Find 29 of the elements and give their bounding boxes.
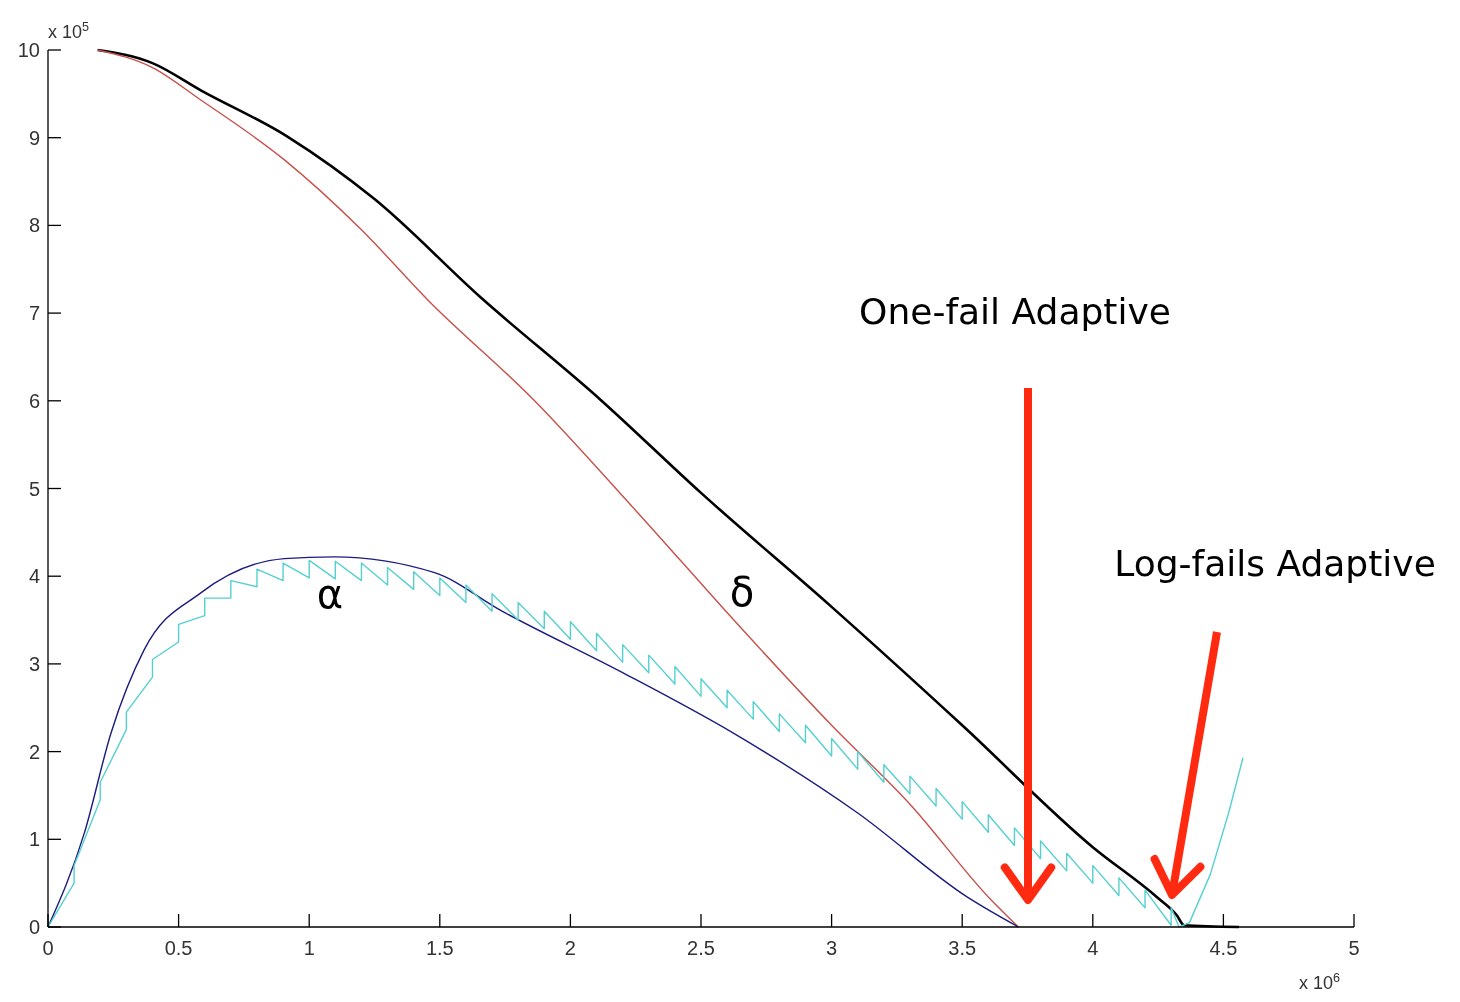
text: x 10$^{6}$: [1299, 971, 1341, 993]
text: x 10$^{5}$: [48, 20, 90, 42]
y-tick-label: 6: [28, 389, 40, 412]
y-tick-label: 0: [28, 916, 40, 938]
x-tick-label: 1.5: [425, 937, 454, 959]
x-tick-label: 5: [1348, 937, 1360, 959]
annotation: One-fail Adaptive: [859, 291, 1171, 332]
y-tick-label: 7: [28, 302, 40, 325]
line-series: [47, 556, 1020, 928]
x-tick-label: 1: [303, 937, 315, 959]
y-tick-label: 1: [28, 828, 40, 851]
annotation: α: [316, 571, 344, 617]
x-tick-label: 0.5: [164, 937, 193, 959]
annotation: Log-fails Adaptive: [1114, 543, 1436, 584]
y-tick-label: 8: [28, 214, 40, 237]
x-tick-label: 2: [564, 937, 576, 959]
x-tick-label: 4.5: [1209, 937, 1238, 959]
y-tick-label: 4: [28, 565, 40, 588]
x-tick-label: 2.5: [687, 937, 715, 959]
y-tick-label: 10: [17, 39, 40, 61]
x-tick-label: 0: [42, 937, 54, 959]
y-tick-label: 9: [28, 126, 40, 149]
x-tick-label: 3: [826, 937, 838, 959]
y-tick-label: 5: [28, 477, 40, 500]
x-tick-label: 3.5: [948, 937, 977, 959]
y-tick-label: 2: [28, 740, 40, 763]
y-tick-label: 3: [28, 652, 40, 675]
x-tick-label: 4: [1087, 937, 1099, 959]
annotation: δ: [729, 569, 755, 615]
